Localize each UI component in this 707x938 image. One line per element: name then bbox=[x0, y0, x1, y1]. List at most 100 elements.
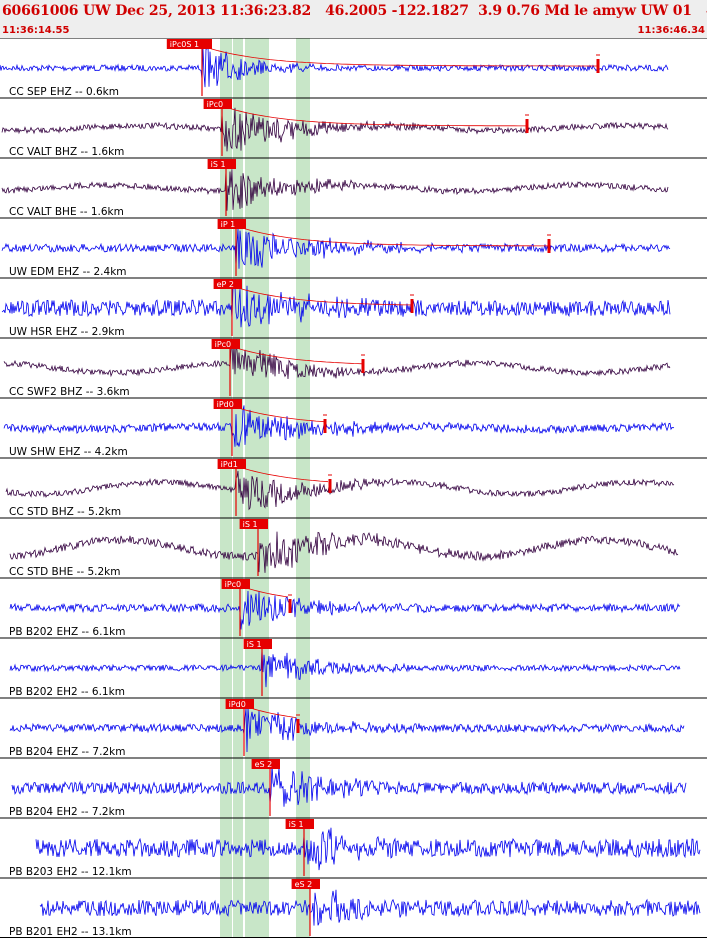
phase-pick-label: eS 2 bbox=[295, 880, 313, 889]
trace-row[interactable]: iS 1 PB B202 EH2 -- 6.1km bbox=[0, 637, 707, 698]
phase-pick-box[interactable] bbox=[203, 99, 232, 109]
coda-envelope bbox=[205, 46, 598, 67]
phase-pick-box[interactable] bbox=[217, 219, 246, 229]
trace-row[interactable]: iPd0 UW SHW EHZ -- 4.2km bbox=[0, 397, 707, 458]
waveform-trace bbox=[1, 169, 669, 211]
phase-pick-label: iPd0 bbox=[229, 700, 246, 709]
phase-pick-label: iPc0S 1 bbox=[170, 40, 199, 49]
channel-label: PB B201 EH2 -- 13.1km bbox=[9, 926, 132, 938]
phase-pick-box[interactable] bbox=[217, 459, 246, 469]
phase-window-band bbox=[233, 38, 243, 938]
channel-label: UW HSR EHZ -- 2.9km bbox=[9, 326, 125, 338]
end-time: 11:36:46.34 bbox=[637, 25, 705, 36]
coda-envelope bbox=[235, 406, 325, 423]
coda-end-marker[interactable] bbox=[525, 119, 529, 133]
coda-end-marker[interactable] bbox=[328, 479, 332, 493]
phase-pick-label: iPd1 bbox=[221, 460, 238, 469]
phase-pick-box[interactable] bbox=[285, 819, 314, 829]
coda-end-marker[interactable] bbox=[410, 299, 414, 313]
phase-pick-box[interactable] bbox=[243, 639, 272, 649]
phase-pick-label: eP 2 bbox=[217, 280, 234, 289]
channel-label: CC SEP EHZ -- 0.6km bbox=[9, 86, 119, 98]
header-bar: 60661006 UW Dec 25, 2013 11:36:23.82 46.… bbox=[0, 0, 707, 38]
coda-end-marker[interactable] bbox=[296, 719, 300, 733]
trace-row[interactable]: iP 1 UW EDM EHZ -- 2.4km bbox=[0, 217, 707, 278]
waveform-trace bbox=[1, 107, 669, 152]
trace-row[interactable]: iS 1 CC STD BHE -- 5.2km bbox=[0, 517, 707, 578]
coda-envelope bbox=[225, 106, 526, 127]
channel-label: PB B204 EHZ -- 7.2km bbox=[9, 746, 125, 758]
channel-label: PB B202 EHZ -- 6.1km bbox=[9, 626, 125, 638]
waveform-trace bbox=[9, 590, 681, 630]
trace-row[interactable]: iPc0 CC SWF2 BHZ -- 3.6km bbox=[0, 337, 707, 398]
channel-label: PB B204 EH2 -- 7.2km bbox=[9, 806, 125, 818]
waveform-trace bbox=[3, 405, 675, 447]
phase-pick-box[interactable] bbox=[207, 159, 236, 169]
phase-pick-box[interactable] bbox=[211, 339, 240, 349]
phase-pick-label: iPc0 bbox=[225, 580, 242, 589]
waveform-trace bbox=[11, 764, 687, 807]
trace-rows: iPc0S 1 CC SEP EHZ -- 0.6km iPc0 CC VALT BH… bbox=[0, 38, 707, 938]
phase-pick-box[interactable] bbox=[251, 759, 280, 769]
coda-envelope bbox=[247, 706, 297, 718]
phase-pick-label: iP 1 bbox=[221, 220, 236, 229]
trace-row[interactable]: eS 2 PB B201 EH2 -- 13.1km bbox=[0, 877, 707, 938]
phase-pick-box[interactable] bbox=[213, 399, 242, 409]
phase-pick-label: iPc0 bbox=[207, 100, 224, 109]
phase-pick-label: eS 2 bbox=[255, 760, 273, 769]
waveform-trace bbox=[39, 889, 701, 926]
coda-envelope bbox=[239, 466, 329, 483]
channel-label: CC VALT BHZ -- 1.6km bbox=[9, 146, 124, 158]
channel-label: PB B202 EH2 -- 6.1km bbox=[9, 686, 125, 698]
coda-envelope bbox=[243, 586, 289, 598]
trace-row[interactable]: iPd0 PB B204 EHZ -- 7.2km bbox=[0, 697, 707, 758]
coda-end-marker[interactable] bbox=[323, 419, 327, 433]
channel-label: UW EDM EHZ -- 2.4km bbox=[9, 266, 127, 278]
phase-pick-box[interactable] bbox=[166, 39, 212, 49]
trace-row[interactable]: iPd1 CC STD BHZ -- 5.2km bbox=[0, 457, 707, 518]
phase-pick-box[interactable] bbox=[239, 519, 268, 529]
phase-pick-label: iPc0 bbox=[215, 340, 232, 349]
waveform-trace bbox=[5, 470, 675, 511]
phase-pick-box[interactable] bbox=[213, 279, 242, 289]
coda-envelope bbox=[235, 286, 413, 306]
coda-envelope bbox=[233, 346, 363, 365]
trace-row[interactable]: eS 2 PB B204 EH2 -- 7.2km bbox=[0, 757, 707, 818]
channel-label: PB B203 EH2 -- 12.1km bbox=[9, 866, 132, 878]
waveform-trace bbox=[1, 284, 671, 328]
waveform-trace bbox=[9, 707, 685, 753]
phase-pick-box[interactable] bbox=[225, 699, 254, 709]
phase-pick-label: iPd0 bbox=[217, 400, 234, 409]
channel-label: UW SHW EHZ -- 4.2km bbox=[9, 446, 128, 458]
trace-row[interactable]: iS 1 PB B203 EH2 -- 12.1km bbox=[0, 817, 707, 878]
channel-label: CC STD BHE -- 5.2km bbox=[9, 566, 121, 578]
coda-envelope bbox=[239, 226, 548, 247]
phase-pick-box[interactable] bbox=[221, 579, 250, 589]
phase-pick-label: iS 1 bbox=[289, 820, 304, 829]
phase-pick-label: iS 1 bbox=[243, 520, 258, 529]
trace-row[interactable]: iPc0S 1 CC SEP EHZ -- 0.6km bbox=[0, 38, 707, 98]
coda-end-marker[interactable] bbox=[596, 59, 600, 73]
phase-pick-label: iS 1 bbox=[211, 160, 226, 169]
coda-end-marker[interactable] bbox=[288, 599, 292, 613]
waveform-trace bbox=[9, 649, 681, 688]
trace-row[interactable]: eP 2 UW HSR EHZ -- 2.9km bbox=[0, 277, 707, 338]
waveform-trace bbox=[1, 228, 671, 269]
coda-end-marker[interactable] bbox=[361, 359, 365, 373]
phase-window-band bbox=[257, 38, 269, 938]
channel-label: CC VALT BHE -- 1.6km bbox=[9, 206, 124, 218]
trace-row[interactable]: iPc0 PB B202 EHZ -- 6.1km bbox=[0, 577, 707, 638]
start-time: 11:36:14.55 bbox=[2, 25, 70, 36]
trace-row[interactable]: iPc0 CC VALT BHZ -- 1.6km bbox=[0, 97, 707, 158]
phase-pick-box[interactable] bbox=[291, 879, 320, 889]
waveform-trace bbox=[3, 343, 671, 380]
trace-row[interactable]: iS 1 CC VALT BHE -- 1.6km bbox=[0, 157, 707, 218]
channel-label: CC SWF2 BHZ -- 3.6km bbox=[9, 386, 130, 398]
event-title: 60661006 UW Dec 25, 2013 11:36:23.82 46.… bbox=[2, 3, 707, 19]
waveform-trace bbox=[0, 44, 669, 88]
waveform-trace bbox=[9, 531, 679, 573]
seismogram-plot[interactable]: iPc0S 1 CC SEP EHZ -- 0.6km iPc0 CC VALT BH… bbox=[0, 38, 707, 938]
coda-end-marker[interactable] bbox=[547, 239, 551, 253]
phase-pick-label: iS 1 bbox=[247, 640, 262, 649]
waveform-trace bbox=[35, 827, 701, 871]
